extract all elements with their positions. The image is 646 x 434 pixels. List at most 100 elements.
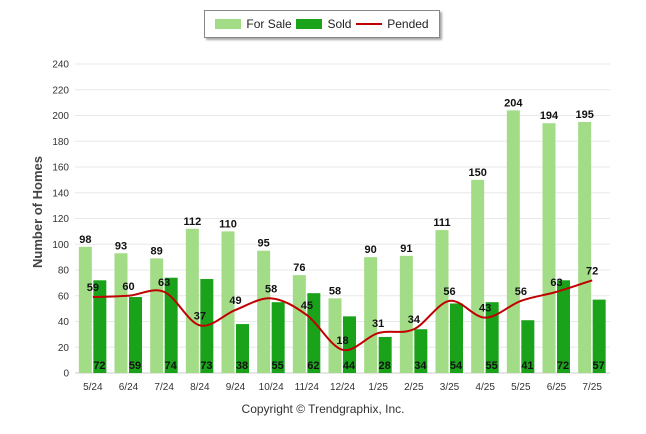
x-tick-label: 1/25 [368, 382, 388, 393]
y-tick-label: 160 [52, 163, 69, 174]
pended-value-label: 56 [443, 286, 455, 298]
sold-bar [485, 302, 499, 373]
sold-bar [592, 299, 606, 373]
for-sale-bar [506, 110, 520, 373]
for-sale-value-label: 95 [258, 238, 270, 250]
sold-value-label: 38 [236, 360, 248, 372]
grid-layer [75, 63, 610, 374]
pended-value-label: 31 [372, 318, 384, 330]
pended-value-label: 63 [550, 277, 562, 289]
sold-bar [521, 320, 535, 373]
sold-value-label: 34 [414, 360, 427, 372]
x-tick-label: 7/24 [154, 382, 174, 393]
x-tick-label: 10/24 [259, 382, 284, 393]
x-tick-label: 6/25 [547, 382, 567, 393]
y-tick-label: 40 [58, 317, 70, 328]
sold-value-label: 57 [593, 360, 605, 372]
for-sale-bar [578, 121, 592, 373]
legend-item-pended[interactable]: Pended [356, 17, 429, 31]
sold-bar [557, 280, 570, 373]
y-tick-label: 180 [52, 137, 69, 148]
x-tick-label: 2/25 [404, 382, 424, 393]
for-sale-bar [471, 179, 485, 373]
y-tick-label: 140 [52, 188, 69, 199]
y-tick-label: 20 [58, 343, 70, 354]
pended-value-label: 63 [158, 277, 170, 289]
for-sale-bar [292, 275, 306, 373]
axis-layer: 0 20 40 60 80 100 120 140 160 180 200 220 240 5/24 6/2… [52, 60, 602, 394]
sold-value-label: 28 [379, 360, 391, 372]
x-tick-label: 3/25 [440, 382, 460, 393]
sold-value-label: 55 [272, 360, 284, 372]
pended-value-label: 58 [265, 283, 277, 295]
x-tick-label: 7/25 [582, 382, 602, 393]
sold-value-label: 62 [307, 360, 319, 372]
bars-layer [78, 110, 606, 373]
for-sale-value-label: 204 [504, 97, 523, 109]
sold-bar [164, 277, 178, 373]
for-sale-value-label: 112 [183, 216, 201, 228]
legend-label-pended: Pended [387, 17, 429, 31]
x-tick-label: 9/24 [226, 382, 246, 393]
for-sale-bar [114, 253, 128, 373]
sold-bar [236, 324, 249, 373]
for-sale-value-label: 194 [540, 110, 559, 122]
pended-value-label: 72 [586, 265, 598, 277]
for-sale-value-label: 150 [468, 167, 486, 179]
y-tick-label: 240 [52, 60, 69, 71]
x-tick-label: 4/25 [475, 382, 495, 393]
y-tick-label: 120 [52, 214, 69, 225]
y-tick-label: 200 [52, 111, 69, 122]
x-tick-label: 12/24 [330, 382, 355, 393]
for-sale-swatch-icon [215, 19, 242, 29]
sold-bar [343, 316, 356, 373]
sold-value-label: 55 [486, 360, 498, 372]
for-sale-value-label: 93 [115, 240, 127, 252]
for-sale-bar [328, 298, 342, 373]
x-tick-label: 5/25 [511, 382, 531, 393]
pended-value-label: 56 [515, 286, 527, 298]
sold-swatch-icon [296, 19, 323, 29]
for-sale-value-label: 91 [400, 243, 412, 255]
for-sale-value-label: 111 [433, 217, 450, 229]
for-sale-bar [221, 231, 235, 373]
pended-value-label: 49 [229, 295, 241, 307]
for-sale-bar [435, 230, 449, 373]
for-sale-value-label: 98 [79, 234, 91, 246]
line-layer [92, 279, 593, 352]
x-tick-label: 11/24 [295, 382, 320, 393]
sold-value-label: 74 [165, 360, 178, 372]
sold-value-label: 41 [521, 360, 533, 372]
for-sale-value-label: 76 [293, 262, 305, 274]
for-sale-value-label: 90 [365, 244, 377, 256]
pended-value-label: 18 [336, 335, 348, 347]
x-tick-label: 8/24 [190, 382, 210, 393]
y-tick-label: 220 [52, 85, 69, 96]
labels-layer: 98 72 93 59 89 74 112 73 110 38 95 55 76 62 58 44 90 28 91… [79, 97, 605, 372]
sold-value-label: 59 [129, 360, 141, 372]
sold-bar [271, 302, 285, 373]
legend-label-for-sale: For Sale [246, 17, 292, 31]
legend-item-for-sale[interactable]: For Sale [215, 17, 292, 31]
y-tick-label: 0 [63, 369, 69, 380]
sold-value-label: 72 [93, 360, 105, 372]
x-tick-label: 5/24 [83, 382, 103, 393]
y-axis-title: Number of Homes [30, 156, 45, 268]
pended-value-label: 60 [122, 281, 134, 293]
sold-value-label: 72 [557, 360, 569, 372]
pended-line [92, 279, 593, 352]
legend-label-sold: Sold [327, 17, 352, 31]
sold-bar [450, 303, 463, 373]
pended-swatch-icon [356, 23, 383, 25]
for-sale-bar [78, 246, 92, 373]
legend-item-sold[interactable]: Sold [296, 17, 351, 31]
for-sale-value-label: 195 [575, 109, 593, 121]
legend: For Sale Sold Pended [204, 10, 440, 38]
for-sale-value-label: 58 [329, 285, 341, 297]
y-tick-label: 60 [58, 291, 70, 302]
for-sale-value-label: 110 [219, 218, 237, 230]
pended-value-label: 45 [301, 300, 313, 312]
for-sale-bar [150, 258, 164, 373]
for-sale-value-label: 89 [151, 245, 163, 257]
